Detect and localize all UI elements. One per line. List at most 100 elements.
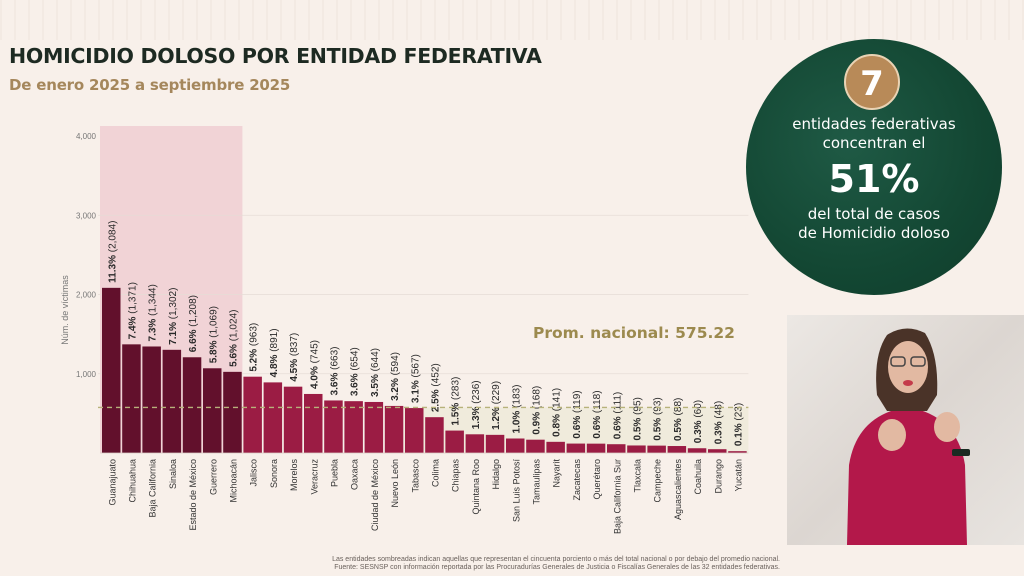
bar-durango bbox=[708, 449, 727, 453]
bar-morelos bbox=[283, 386, 303, 453]
interpreter-figure bbox=[847, 328, 970, 545]
data-label: 3.1% (567) bbox=[410, 354, 421, 403]
data-label: 4.0% (745) bbox=[309, 340, 320, 389]
interpreter-face bbox=[888, 341, 928, 393]
bar-campeche bbox=[647, 445, 666, 453]
data-label: 4.5% (837) bbox=[289, 333, 300, 382]
bar-veracruz bbox=[304, 393, 323, 453]
bar-san-luis-potosí bbox=[506, 438, 525, 453]
footnote-source: Fuente: SESNSP con información reportada… bbox=[334, 564, 780, 571]
bar-nayarit bbox=[546, 441, 565, 453]
category-label: Michoacán bbox=[228, 459, 238, 503]
interpreter-left-hand bbox=[878, 419, 906, 451]
sign-language-interpreter-video bbox=[787, 315, 1024, 545]
highlight-line-2: concentran el bbox=[822, 134, 926, 152]
data-label: 5.8% (1,069) bbox=[208, 306, 219, 363]
category-label: Tamaulipas bbox=[531, 459, 541, 505]
category-label: Durango bbox=[713, 459, 723, 494]
data-label: 0.8% (141) bbox=[552, 388, 563, 437]
highlight-circle: 7 entidades federativas concentran el 51… bbox=[746, 39, 1002, 295]
data-label: 5.2% (963) bbox=[249, 323, 260, 372]
bar-guerrero bbox=[203, 368, 222, 453]
glasses-right bbox=[910, 356, 926, 367]
data-label: 0.5% (95) bbox=[632, 397, 643, 440]
bar-chihuahua bbox=[122, 344, 141, 453]
bar-baja-california bbox=[142, 346, 161, 453]
count-badge: 7 bbox=[844, 54, 900, 110]
category-label: Aguascalientes bbox=[673, 459, 683, 521]
bar-coahuila bbox=[687, 448, 707, 453]
category-label: Jalisco bbox=[249, 459, 259, 487]
category-label: Puebla bbox=[329, 459, 339, 487]
y-tick-label: 1,000 bbox=[76, 370, 97, 379]
bar-puebla bbox=[324, 400, 343, 453]
bar-nuevo-león bbox=[384, 405, 404, 453]
category-label: Sinaloa bbox=[168, 459, 178, 489]
data-label: 1.3% (236) bbox=[471, 380, 482, 429]
footnote-line-1: Las entidades sombreadas indican aquella… bbox=[332, 556, 780, 563]
highlight-text-bottom: del total de casos de Homicidio doloso bbox=[746, 205, 1002, 243]
data-label: 3.6% (654) bbox=[350, 347, 361, 396]
category-label: Baja California Sur bbox=[612, 459, 622, 534]
bar-yucatán bbox=[728, 451, 747, 453]
y-tick-label: 2,000 bbox=[76, 291, 97, 300]
category-label: Colima bbox=[430, 459, 440, 487]
data-label: 0.1% (23) bbox=[733, 403, 744, 446]
data-label: 1.5% (283) bbox=[451, 377, 462, 426]
bar-tlaxcala bbox=[627, 445, 646, 453]
category-label: Quintana Roo bbox=[471, 459, 481, 515]
bar-querétaro bbox=[586, 443, 606, 453]
category-label: Campeche bbox=[653, 459, 663, 503]
category-label: Chiapas bbox=[451, 459, 461, 493]
bar-chiapas bbox=[445, 430, 464, 453]
category-label: Hidalgo bbox=[491, 459, 501, 490]
bar-jalisco bbox=[243, 376, 262, 453]
data-label: 2.5% (452) bbox=[430, 363, 441, 412]
bar-aguascalientes bbox=[667, 446, 687, 453]
data-label: 0.6% (119) bbox=[572, 390, 583, 438]
data-label: 7.4% (1,371) bbox=[127, 282, 138, 339]
highlight-text-top: entidades federativas concentran el bbox=[746, 115, 1002, 153]
data-label: 3.6% (663) bbox=[329, 347, 340, 396]
category-label: Zacatecas bbox=[572, 459, 582, 501]
highlight-line-3: del total de casos bbox=[807, 205, 941, 223]
category-label: Coahuila bbox=[693, 459, 703, 495]
bar-ciudad-de-méxico bbox=[364, 401, 384, 453]
bar-tabasco bbox=[405, 408, 424, 453]
category-label: Nuevo León bbox=[390, 459, 400, 508]
bar-zacatecas bbox=[566, 443, 586, 453]
interpreter-mouth bbox=[903, 380, 913, 386]
data-label: 0.3% (48) bbox=[713, 401, 724, 444]
bar-oaxaca bbox=[344, 401, 363, 453]
footnote: Las entidades sombreadas indican aquella… bbox=[180, 556, 780, 572]
data-label: 7.3% (1,344) bbox=[148, 284, 159, 341]
category-label: Estado de México bbox=[188, 459, 198, 531]
glasses-left bbox=[890, 356, 906, 367]
bar-baja-california-sur bbox=[607, 444, 626, 453]
data-label: 1.0% (183) bbox=[511, 385, 522, 434]
bar-hidalgo bbox=[485, 434, 505, 453]
average-label: Prom. nacional: 575.22 bbox=[533, 324, 735, 342]
category-label: Guerrero bbox=[208, 459, 218, 495]
category-label: Veracruz bbox=[309, 459, 319, 495]
data-label: 0.5% (93) bbox=[653, 397, 664, 440]
data-label: 7.1% (1,302) bbox=[168, 288, 179, 345]
category-label: Guanajuato bbox=[107, 459, 117, 506]
bar-sonora bbox=[263, 382, 283, 453]
category-label: Tabasco bbox=[410, 459, 420, 493]
category-label: Sonora bbox=[269, 459, 279, 488]
data-label: 0.9% (168) bbox=[531, 386, 542, 435]
category-label: Ciudad de México bbox=[370, 459, 380, 531]
bar-chart: 1,000 2,000 3,000 4,000 Núm. de víctimas 11.3… bbox=[60, 126, 749, 534]
category-label: Yucatán bbox=[733, 459, 743, 492]
bar-sinaloa bbox=[162, 349, 182, 453]
data-label: 11.3% (2,084) bbox=[107, 221, 118, 283]
category-label: Morelos bbox=[289, 459, 299, 492]
data-label: 1.2% (229) bbox=[491, 381, 502, 430]
bar-guanajuato bbox=[102, 287, 121, 453]
background-pattern bbox=[0, 0, 1024, 40]
data-label: 5.6% (1,024) bbox=[228, 310, 239, 367]
highlight-percent: 51% bbox=[828, 157, 920, 201]
category-label: Querétaro bbox=[592, 459, 602, 500]
data-label: 0.6% (111) bbox=[612, 392, 623, 439]
